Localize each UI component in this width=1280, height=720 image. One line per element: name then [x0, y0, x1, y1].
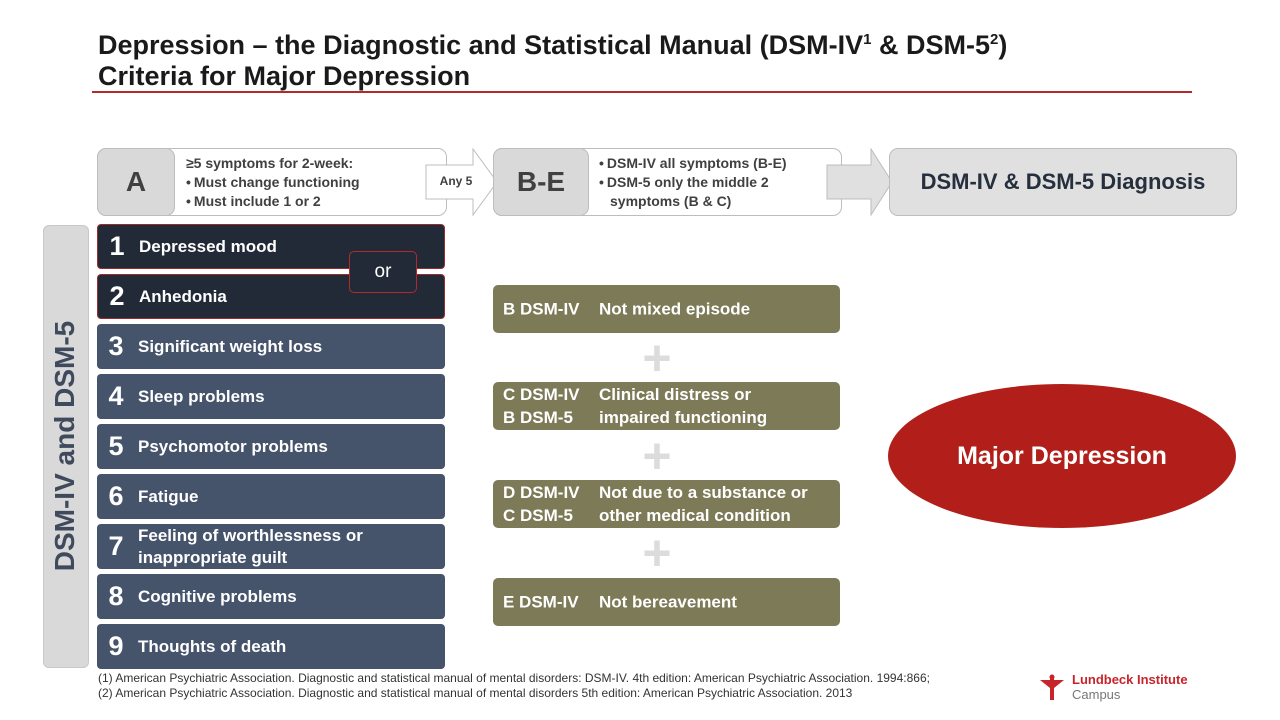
symptom-number: 9	[108, 631, 124, 661]
symptom-number: 5	[108, 431, 124, 461]
criterion-codes: E DSM-IV	[503, 592, 579, 612]
page-title: Depression – the Diagnostic and Statisti…	[98, 24, 1007, 92]
side-label-bar	[43, 225, 89, 668]
criterion-item: D DSM-IV C DSM-5 Not due to a substance …	[493, 480, 840, 528]
symptom-label: Anhedonia	[139, 286, 227, 306]
diagnosis-arrow	[826, 148, 893, 216]
criterion-item: B DSM-IV Not mixed episode	[493, 285, 840, 333]
symptom-item: 6 Fatigue	[97, 474, 445, 519]
criterion-text: Not bereavement	[599, 592, 737, 612]
symptom-item: 5 Psychomotor problems	[97, 424, 445, 469]
footnote: (1) American Psychiatric Association. Di…	[98, 671, 930, 685]
criterion-a-letter: A	[97, 148, 175, 216]
plus-icon: +	[642, 330, 672, 386]
symptom-number: 6	[108, 481, 124, 511]
symptom-number: 8	[108, 581, 124, 611]
criterion-a-description: ≥5 symptoms for 2-week: Must change func…	[186, 154, 426, 211]
criterion-a-bullet: Must change functioning	[186, 173, 426, 192]
plus-icon: +	[642, 428, 672, 484]
title-line-2: Criteria for Major Depression	[98, 61, 471, 91]
criteria-be-bullet: DSM-5 only the middle 2 symptoms (B & C)	[599, 173, 829, 211]
symptom-number: 2	[109, 281, 125, 311]
criteria-be-description: DSM-IV all symptoms (B-E) DSM-5 only the…	[599, 154, 829, 211]
title-divider	[92, 91, 1192, 93]
or-connector: or	[349, 251, 417, 293]
criterion-text: Not mixed episode	[599, 299, 751, 319]
symptom-label: Cognitive problems	[138, 586, 297, 606]
criterion-codes: C DSM-IV B DSM-5	[503, 385, 580, 427]
symptom-label: Fatigue	[138, 486, 199, 506]
symptom-number: 7	[108, 531, 124, 561]
criterion-codes: B DSM-IV	[503, 299, 580, 319]
symptom-number: 4	[108, 381, 124, 411]
logo-line-1: Lundbeck Institute	[1072, 672, 1188, 687]
criterion-codes: D DSM-IV C DSM-5	[503, 483, 580, 525]
symptom-item: 1 Depressed mood	[97, 224, 445, 269]
criterion-item: E DSM-IV Not bereavement	[493, 578, 840, 626]
symptom-item: 9 Thoughts of death	[97, 624, 445, 669]
symptom-item: 7 Feeling of worthlessness or inappropri…	[97, 524, 445, 569]
symptom-item: 4 Sleep problems	[97, 374, 445, 419]
symptom-label: Psychomotor problems	[138, 436, 328, 456]
any-five-arrow	[425, 148, 498, 216]
plus-icon: +	[642, 525, 672, 581]
symptom-item: 8 Cognitive problems	[97, 574, 445, 619]
criteria-be-letter: B-E	[493, 148, 589, 216]
symptom-number: 3	[108, 331, 124, 361]
symptom-label: Sleep problems	[138, 386, 265, 406]
criterion-item: C DSM-IV B DSM-5 Clinical distress or im…	[493, 382, 840, 430]
caduceus-icon	[1040, 674, 1064, 700]
symptom-label: Depressed mood	[139, 236, 277, 256]
criterion-text: Clinical distress or impaired functionin…	[599, 385, 768, 427]
any-five-label: Any 5	[439, 174, 473, 188]
logo-line-2: Campus	[1072, 687, 1121, 702]
symptom-label: Thoughts of death	[138, 636, 287, 656]
criteria-be-bullet: DSM-IV all symptoms (B-E)	[599, 154, 829, 173]
criterion-text: Not due to a substance or other medical …	[599, 483, 808, 525]
footnotes: (1) American Psychiatric Association. Di…	[98, 671, 930, 701]
criterion-a-heading: ≥5 symptoms for 2-week:	[186, 155, 354, 171]
major-depression-outcome: Major Depression	[888, 384, 1236, 528]
symptom-label: Feeling of worthlessness or inappropriat…	[138, 525, 363, 567]
symptom-number: 1	[109, 231, 125, 261]
symptom-item: 3 Significant weight loss	[97, 324, 445, 369]
symptom-label: Significant weight loss	[138, 336, 323, 356]
footnote: (2) American Psychiatric Association. Di…	[98, 686, 853, 700]
lundbeck-logo: Lundbeck Institute Campus	[1040, 672, 1200, 704]
diagnosis-box: DSM-IV & DSM-5 Diagnosis	[889, 148, 1237, 216]
title-line-1: Depression – the Diagnostic and Statisti…	[98, 30, 1008, 60]
side-label: DSM-IV and DSM-5	[49, 320, 80, 572]
criterion-a-bullet: Must include 1 or 2	[186, 192, 426, 211]
